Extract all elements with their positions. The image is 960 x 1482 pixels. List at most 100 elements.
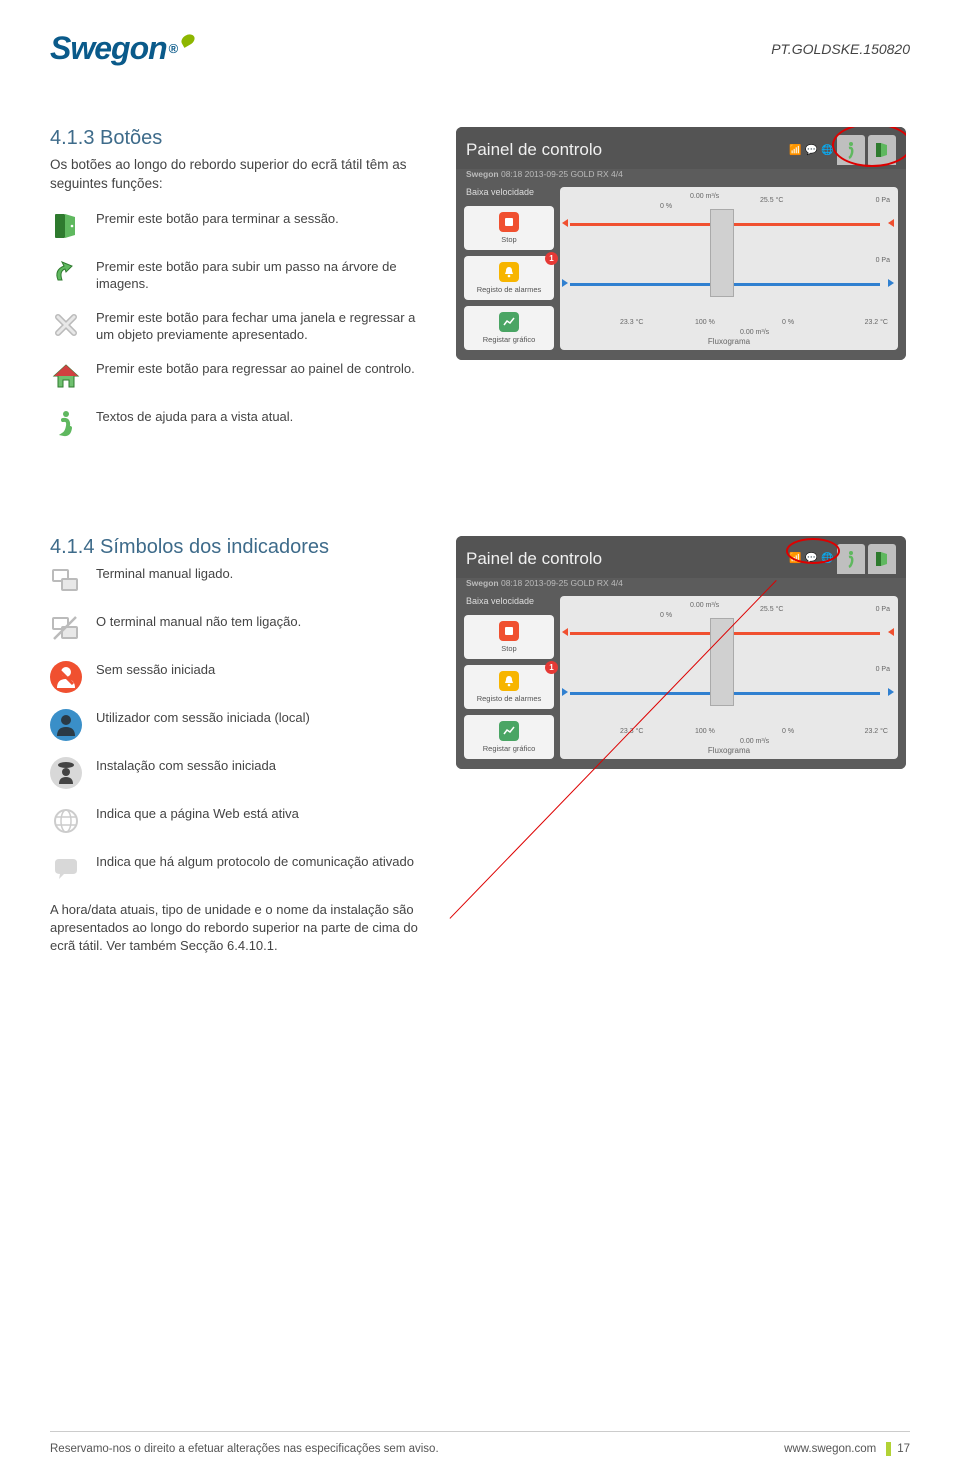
stop-label: Stop	[501, 644, 516, 653]
val-pct-b: 100 %	[695, 728, 715, 735]
stop-label: Stop	[501, 235, 516, 244]
tab-info-button[interactable]	[837, 544, 865, 574]
control-panel-screenshot-2: Painel de controlo 📶 💬 🌐 Swegon 08:18 20…	[456, 536, 906, 769]
arrow-icon	[562, 628, 568, 639]
alarm-badge: 1	[545, 661, 558, 674]
list-item-text: Instalação com sessão iniciada	[96, 757, 276, 775]
terminal-off-icon	[50, 613, 82, 645]
val-pct-br: 0 %	[782, 728, 794, 735]
val-temp-br: 23.2 °C	[865, 728, 888, 735]
page-footer: Reservamo-nos o direito a efetuar altera…	[50, 1431, 910, 1456]
val-flow-b: 0.00 m³/s	[740, 329, 769, 336]
panel-sub: Swegon 08:18 2013-09-25 GOLD RX 4/4	[456, 169, 906, 181]
panel-status-icons: 📶 💬 🌐	[789, 544, 896, 574]
alarm-label: Registo de alarmes	[477, 285, 542, 294]
panel-brand: Swegon	[466, 578, 499, 588]
flow-diagram: 0.00 m³/s 0 % 25.5 °C 0 Pa 0 Pa 23.3 °C …	[560, 187, 898, 350]
list-item-text: Terminal manual ligado.	[96, 565, 233, 583]
speed-label: Baixa velocidade	[464, 187, 554, 197]
list-item: Premir este botão para fechar uma janela…	[50, 309, 430, 344]
val-temp-top: 25.5 °C	[760, 197, 783, 204]
val-temp-top: 25.5 °C	[760, 606, 783, 613]
footer-site: www.swegon.com	[784, 1443, 876, 1455]
panel-title: Painel de controlo	[466, 549, 602, 569]
panel-sidebar: Baixa velocidade Stop 1 Registo de alarm…	[464, 187, 554, 350]
exit-icon	[50, 210, 82, 242]
panel-title: Painel de controlo	[466, 140, 602, 160]
protocol-active-icon	[50, 853, 82, 885]
list-item-text: Sem sessão iniciada	[96, 661, 215, 679]
tab-info-button[interactable]	[837, 135, 865, 165]
graph-label: Registar gráfico	[483, 744, 536, 753]
val-temp-bl: 23.3 °C	[620, 319, 643, 326]
list-item-text: O terminal manual não tem ligação.	[96, 613, 301, 631]
globe-icon: 🌐	[821, 552, 834, 565]
list-item-text: Utilizador com sessão iniciada (local)	[96, 709, 310, 727]
val-flow-b: 0.00 m³/s	[740, 738, 769, 745]
tab-exit-button[interactable]	[868, 135, 896, 165]
val-flow-top: 0.00 m³/s	[690, 193, 719, 200]
up-icon	[50, 258, 82, 290]
val-flow-top: 0.00 m³/s	[690, 602, 719, 609]
terminal-on-icon	[50, 565, 82, 597]
list-item: O terminal manual não tem ligação.	[50, 613, 430, 645]
speech-icon: 💬	[805, 552, 818, 565]
list-item: Instalação com sessão iniciada	[50, 757, 430, 789]
list-item: Textos de ajuda para a vista atual.	[50, 408, 430, 440]
brand-logo: Swegon®	[50, 30, 195, 67]
wifi-icon: 📶	[789, 144, 802, 157]
val-pct-br: 0 %	[782, 319, 794, 326]
section-2-heading: 4.1.4 Símbolos dos indicadores	[50, 536, 430, 559]
panel-status-icons: 📶 💬 🌐	[789, 135, 896, 165]
graph-log-button[interactable]: Registar gráfico	[464, 306, 554, 350]
arrow-icon	[562, 279, 568, 290]
indicator-icon-list: Terminal manual ligado. O terminal manua…	[50, 565, 430, 885]
panel-sub: Swegon 08:18 2013-09-25 GOLD RX 4/4	[456, 578, 906, 590]
graph-log-button[interactable]: Registar gráfico	[464, 715, 554, 759]
stop-button[interactable]: Stop	[464, 206, 554, 250]
panel-timestamp: 08:18 2013-09-25 GOLD RX 4/4	[501, 578, 623, 588]
val-pct-b: 100 %	[695, 319, 715, 326]
stop-button[interactable]: Stop	[464, 615, 554, 659]
no-session-icon	[50, 661, 82, 693]
speed-label: Baixa velocidade	[464, 596, 554, 606]
page-header: Swegon® PT.GOLDSKE.150820	[50, 30, 910, 67]
home-icon	[50, 360, 82, 392]
list-item: Indica que há algum protocolo de comunic…	[50, 853, 430, 885]
section-1-heading: 4.1.3 Botões	[50, 127, 430, 150]
web-active-icon	[50, 805, 82, 837]
list-item-text: Textos de ajuda para a vista atual.	[96, 408, 293, 426]
user-session-icon	[50, 709, 82, 741]
graph-label: Registar gráfico	[483, 335, 536, 344]
alarm-log-button[interactable]: 1 Registo de alarmes	[464, 665, 554, 709]
list-item: Sem sessão iniciada	[50, 661, 430, 693]
list-item-text: Indica que há algum protocolo de comunic…	[96, 853, 414, 871]
install-session-icon	[50, 757, 82, 789]
panel-timestamp: 08:18 2013-09-25 GOLD RX 4/4	[501, 169, 623, 179]
val-pct-top: 0 %	[660, 203, 672, 210]
arrow-icon	[562, 688, 568, 699]
list-item: Premir este botão para subir um passo na…	[50, 258, 430, 293]
list-item: Indica que a página Web está ativa	[50, 805, 430, 837]
panel-header: Painel de controlo 📶 💬 🌐	[456, 127, 906, 169]
val-pa-top: 0 Pa	[876, 606, 890, 613]
panel-sidebar: Baixa velocidade Stop 1 Registo de alarm…	[464, 596, 554, 759]
speech-icon: 💬	[805, 144, 818, 157]
alarm-label: Registo de alarmes	[477, 694, 542, 703]
alarm-log-button[interactable]: 1 Registo de alarmes	[464, 256, 554, 300]
arrow-icon	[888, 219, 894, 230]
list-item: Utilizador com sessão iniciada (local)	[50, 709, 430, 741]
list-item-text: Premir este botão para regressar ao pain…	[96, 360, 415, 378]
tab-exit-button[interactable]	[868, 544, 896, 574]
list-item: Terminal manual ligado.	[50, 565, 430, 597]
arrow-icon	[888, 628, 894, 639]
leaf-icon	[180, 32, 197, 48]
section-2-para: A hora/data atuais, tipo de unidade e o …	[50, 901, 430, 956]
logo-text: Swegon	[50, 30, 167, 67]
val-pa-top: 0 Pa	[876, 197, 890, 204]
val-pa-mid: 0 Pa	[876, 666, 890, 673]
info-icon	[50, 408, 82, 440]
list-item-text: Premir este botão para terminar a sessão…	[96, 210, 339, 228]
val-pct-top: 0 %	[660, 612, 672, 619]
diagram-label: Fluxograma	[708, 746, 750, 755]
